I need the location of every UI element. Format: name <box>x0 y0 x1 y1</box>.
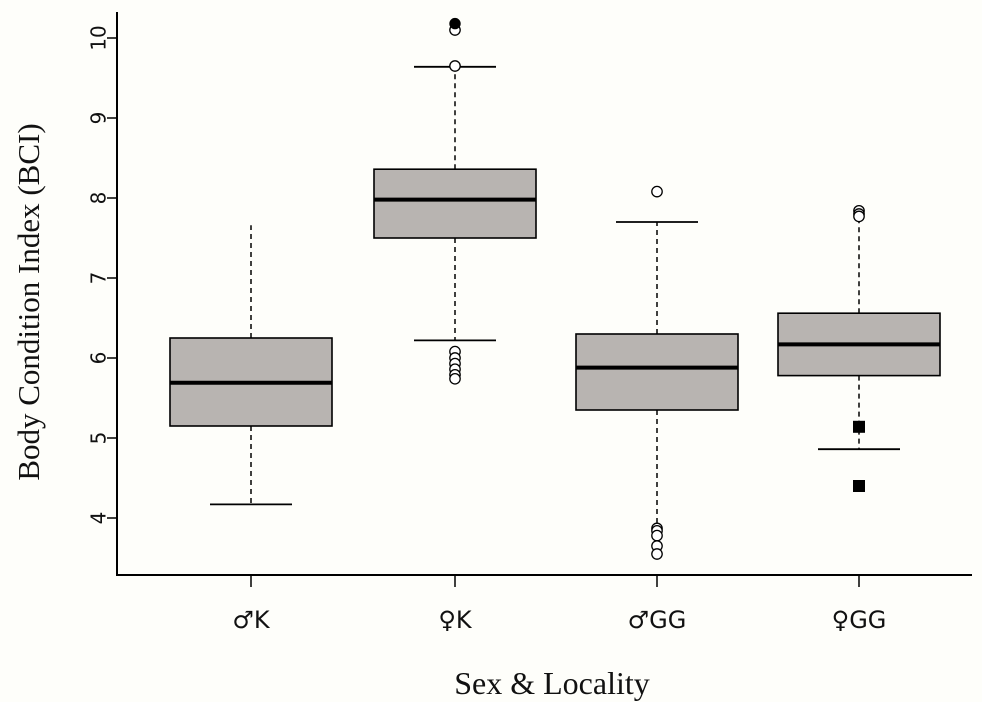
x-tick-label: ♂GG <box>628 606 687 634</box>
outlier-point-open <box>449 60 461 72</box>
outlier-point-open <box>449 372 461 385</box>
y-tick-label: 5 <box>87 432 111 445</box>
y-tick-label: 6 <box>87 352 111 365</box>
y-tick-label: 7 <box>87 272 111 285</box>
x-tick-label: ♀K <box>438 606 473 634</box>
box <box>575 333 739 411</box>
x-axis-title: Sex & Locality <box>454 665 650 701</box>
outlier-point-square <box>853 420 865 433</box>
y-tick-label: 4 <box>87 512 111 525</box>
y-axis-title: Body Condition Index (BCI) <box>11 123 46 480</box>
x-tick-label: ♀GG <box>832 606 887 634</box>
outlier-point-square <box>853 480 865 492</box>
outlier-point-open <box>853 210 865 223</box>
outlier-point-open <box>651 548 663 560</box>
box <box>373 168 537 239</box>
y-ticks: 4 5 6 7 8 9 10 <box>87 25 117 525</box>
x-tick-label: ♂K <box>232 606 271 634</box>
outlier-point-filled <box>449 17 461 30</box>
axis-layer: 4 5 6 7 8 9 10 ♂K ♀K ♂GG ♀GG Body Condition Index… <box>11 12 972 701</box>
outlier-point-open <box>651 185 663 198</box>
y-tick-label: 10 <box>87 25 111 50</box>
x-ticks: ♂K ♀K ♂GG ♀GG <box>232 575 886 634</box>
outlier-point-open <box>651 529 663 542</box>
plot-layer <box>169 17 941 560</box>
y-tick-label: 9 <box>87 112 111 125</box>
y-tick-label: 8 <box>87 192 111 205</box>
